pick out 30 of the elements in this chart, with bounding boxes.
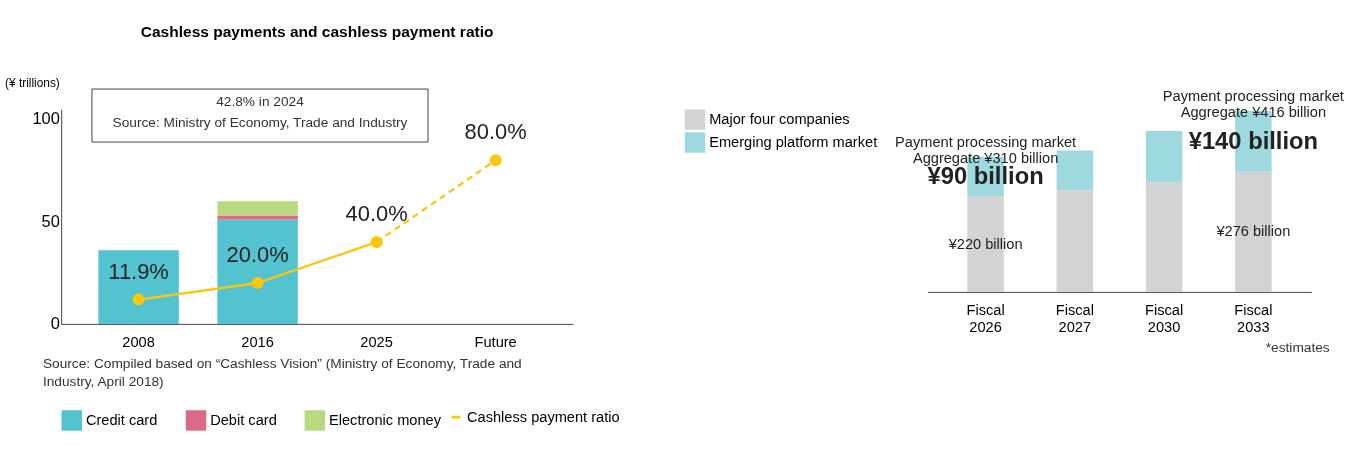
data-label: ¥276 billion: [1215, 223, 1291, 240]
x-tick-label: Fiscal 2033: [1234, 302, 1273, 335]
data-label: 20.0%: [226, 241, 289, 267]
legend-label: Cashless payment ratio: [466, 408, 620, 425]
legend-label: Debit card: [210, 412, 277, 429]
data-label: 11.9%: [108, 258, 169, 284]
annotation: 42.8% in 2024 Source: Ministry of Economy, Trade and Industry: [112, 94, 408, 130]
x-tick-label: 2008: [122, 334, 155, 351]
x-tick-label: Fiscal 2026: [966, 302, 1005, 335]
x-tick-label: Fiscal 2027: [1055, 302, 1094, 335]
legend-label: Electronic money: [328, 412, 442, 429]
y-axis-title: (¥ trillions): [5, 75, 60, 90]
legend-label: Major four companies: [709, 111, 850, 128]
text: *estimates: [1265, 340, 1330, 356]
y-tick-label: 0: [50, 313, 60, 332]
data-label: ¥140 billion: [1188, 126, 1319, 154]
x-tick-label: 2016: [241, 334, 274, 351]
source-note: Source: Compiled based on “Cashless Vision” (Ministry of Economy, Trade and Industry, April 2018): [42, 355, 522, 390]
x-tick-label: 2025: [360, 334, 393, 351]
legend-label: Credit card: [85, 412, 158, 429]
data-label: 80.0%: [464, 119, 527, 145]
y-tick-label: 100: [32, 109, 60, 128]
chart-title: Cashless payments and cashless payment ratio: [140, 22, 494, 40]
data-label: 40.0%: [345, 201, 408, 227]
data-label: ¥220 billion: [947, 235, 1023, 252]
legend-label: Emerging platform market: [709, 134, 878, 151]
x-tick-label: Future: [474, 334, 517, 351]
y-tick-label: 50: [41, 211, 60, 230]
x-tick-label: Fiscal 2030: [1145, 302, 1184, 335]
total-label: Payment processing market Aggregate ¥416 billion: [1162, 87, 1344, 121]
